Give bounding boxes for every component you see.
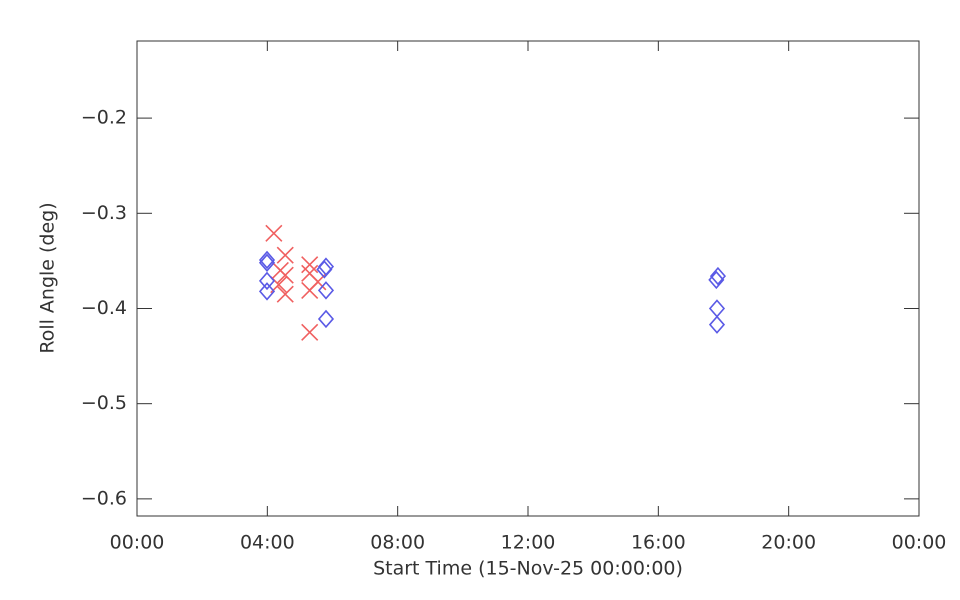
x-tick-label: 04:00 (240, 532, 295, 554)
point (317, 257, 335, 276)
point (258, 271, 276, 291)
point (709, 266, 727, 286)
x-tick-label: 20:00 (761, 532, 816, 554)
point (258, 282, 276, 301)
x-tick-label: 12:00 (501, 532, 556, 554)
plot-frame (136, 40, 920, 517)
point (317, 309, 335, 329)
point (265, 224, 283, 242)
point (258, 253, 276, 273)
point (317, 281, 335, 300)
point (258, 250, 276, 270)
point (708, 315, 726, 334)
point (276, 285, 294, 303)
point (276, 266, 294, 284)
y-tick-label: −0.5 (81, 392, 127, 414)
y-tick-label: −0.2 (81, 107, 127, 129)
point (301, 323, 319, 341)
point (708, 299, 726, 318)
x-tick-label: 00:00 (892, 532, 947, 554)
point (301, 281, 319, 299)
x-tick-label: 00:00 (110, 532, 165, 554)
point (301, 256, 319, 274)
y-tick-label: −0.6 (81, 487, 127, 509)
y-tick-label: −0.4 (81, 297, 127, 319)
x-axis-label: Start Time (15-Nov-25 00:00:00) (373, 558, 683, 580)
point (316, 260, 333, 279)
y-tick-label: −0.3 (81, 202, 127, 224)
point (708, 270, 725, 290)
x-tick-label: 08:00 (370, 532, 425, 554)
x-tick-label: 16:00 (631, 532, 686, 554)
y-axis-label: Roll Angle (deg) (37, 202, 59, 353)
point (276, 246, 294, 264)
